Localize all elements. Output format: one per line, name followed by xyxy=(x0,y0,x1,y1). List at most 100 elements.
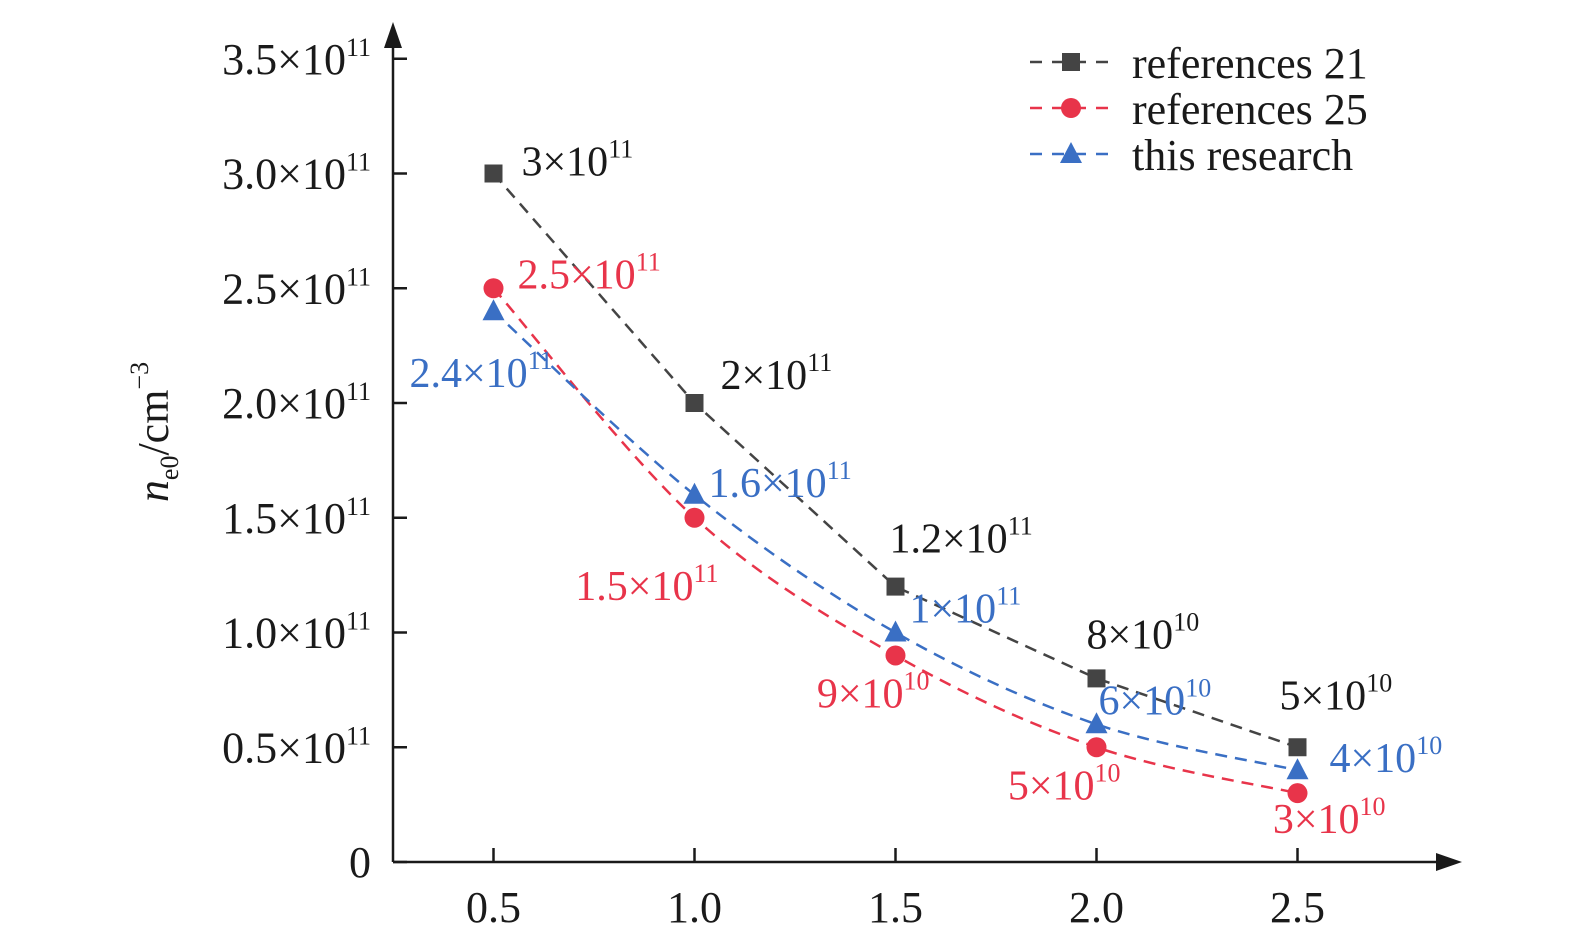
y-axis-subscript: e0 xyxy=(155,456,184,481)
y-tick-label-mantissa: 3.5×10 xyxy=(222,35,346,84)
data-point-series-2 xyxy=(684,507,705,528)
y-tick-label: 3.0×1011 xyxy=(222,148,371,199)
data-label-series-2-mantissa: 2.5×10 xyxy=(518,252,636,298)
y-tick-label-mantissa: 1.0×10 xyxy=(222,609,346,658)
series-line-1 xyxy=(492,172,1298,749)
y-tick-label-exponent: 11 xyxy=(346,262,371,291)
x-tick-label: 2.5 xyxy=(1270,883,1325,932)
x-tick-label: 1.0 xyxy=(667,883,722,932)
data-label-series-1-exponent: 10 xyxy=(1366,668,1392,697)
series-markers xyxy=(482,164,1309,804)
data-label-series-1: 3×1011 xyxy=(522,135,634,186)
data-point-series-3 xyxy=(884,620,907,642)
data-label-series-2-mantissa: 1.5×10 xyxy=(575,564,693,610)
data-point-series-3 xyxy=(1286,758,1309,780)
data-label-series-3-exponent: 11 xyxy=(996,582,1021,611)
data-label-series-1: 5×1010 xyxy=(1280,668,1393,719)
data-label-series-2: 2.5×1011 xyxy=(518,247,661,298)
data-label-series-3-mantissa: 1.6×10 xyxy=(709,461,827,507)
data-label-series-3-mantissa: 4×10 xyxy=(1330,736,1417,782)
y-tick-label: 2.5×1011 xyxy=(222,262,371,313)
data-label-series-3-exponent: 11 xyxy=(827,456,852,485)
y-axis-symbol: n xyxy=(129,480,178,502)
data-label-series-3: 4×1010 xyxy=(1330,731,1443,782)
y-axis-title: ne0/cm−3 xyxy=(125,362,184,502)
series-lines xyxy=(492,172,1298,795)
y-tick-label-mantissa: 0 xyxy=(349,838,371,887)
data-point-series-2 xyxy=(1086,737,1107,758)
data-label-series-3-mantissa: 6×10 xyxy=(1099,678,1186,724)
legend-label: references 25 xyxy=(1132,85,1368,134)
data-label-series-1-mantissa: 8×10 xyxy=(1087,612,1174,658)
y-tick-label: 1.5×1011 xyxy=(222,492,371,543)
data-label-series-3: 6×1010 xyxy=(1099,673,1212,724)
data-label-series-2: 9×1010 xyxy=(817,666,930,717)
y-tick-label-mantissa: 3.0×10 xyxy=(222,150,346,199)
data-label-series-1-mantissa: 1.2×10 xyxy=(890,517,1008,563)
legend-label: references 21 xyxy=(1132,39,1368,88)
data-label-series-3-exponent: 10 xyxy=(1185,673,1211,702)
x-tick-label: 1.5 xyxy=(868,883,923,932)
data-label-series-2-exponent: 10 xyxy=(904,666,930,695)
data-label-series-3: 2.4×1011 xyxy=(410,346,553,397)
data-point-series-3 xyxy=(683,482,706,504)
data-label-series-1: 1.2×1011 xyxy=(890,512,1033,563)
data-label-series-2-exponent: 10 xyxy=(1095,758,1121,787)
data-label-series-3: 1.6×1011 xyxy=(709,456,852,507)
data-point-series-3 xyxy=(482,299,505,321)
y-tick-label-mantissa: 1.5×10 xyxy=(222,494,346,543)
y-tick-label: 1.0×1011 xyxy=(222,607,371,658)
data-label-series-3: 1×1011 xyxy=(910,582,1022,633)
data-label-series-1-exponent: 10 xyxy=(1173,607,1199,636)
data-point-series-2 xyxy=(483,278,504,299)
y-tick-label-exponent: 11 xyxy=(346,33,371,62)
series-line-3 xyxy=(492,310,1298,772)
y-tick-label-mantissa: 2.5×10 xyxy=(222,264,346,313)
y-tick-label: 2.0×1011 xyxy=(222,377,371,428)
data-labels: 3×10112×10111.2×10118×10105×10102.5×1011… xyxy=(410,135,1443,844)
x-tick-label: 2.0 xyxy=(1069,883,1124,932)
data-label-series-1-exponent: 11 xyxy=(608,135,633,164)
data-label-series-3-mantissa: 1×10 xyxy=(910,587,997,633)
y-axis-unit: /cm xyxy=(129,390,178,456)
data-label-series-3-mantissa: 2.4×10 xyxy=(410,351,528,397)
legend-marker xyxy=(1061,98,1081,118)
data-label-series-2-exponent: 11 xyxy=(636,247,661,276)
x-axis-arrow xyxy=(1436,853,1462,871)
data-label-series-1-exponent: 11 xyxy=(1008,512,1033,541)
data-label-series-3-exponent: 11 xyxy=(528,346,553,375)
data-label-series-3-exponent: 10 xyxy=(1416,731,1442,760)
data-label-series-2-mantissa: 9×10 xyxy=(817,671,904,717)
y-tick-label: 3.5×1011 xyxy=(222,33,371,84)
data-label-series-2: 1.5×1011 xyxy=(575,559,718,610)
data-label-series-2: 3×1010 xyxy=(1273,792,1386,843)
data-label-series-1: 8×1010 xyxy=(1087,607,1200,658)
data-label-series-1-mantissa: 5×10 xyxy=(1280,673,1367,719)
y-tick-label-exponent: 11 xyxy=(346,607,371,636)
x-axis-ticks: 0.5 1.0 1.5 2.0 2.5 xyxy=(466,848,1325,932)
data-label-series-2: 5×1010 xyxy=(1008,758,1121,809)
data-label-series-1: 2×1011 xyxy=(721,348,833,399)
data-point-series-2 xyxy=(1287,783,1308,804)
data-label-series-2-mantissa: 5×10 xyxy=(1008,763,1095,809)
x-tick-label: 0.5 xyxy=(466,883,521,932)
data-point-series-1 xyxy=(886,577,905,596)
y-axis-arrow xyxy=(384,22,402,48)
data-point-series-1 xyxy=(1288,738,1307,757)
y-tick-label: 0.5×1011 xyxy=(222,721,371,772)
legend-marker xyxy=(1062,53,1080,71)
y-tick-label-exponent: 11 xyxy=(346,148,371,177)
data-label-series-2-exponent: 10 xyxy=(1360,792,1386,821)
y-tick-label-mantissa: 2.0×10 xyxy=(222,379,346,428)
data-label-series-2-exponent: 11 xyxy=(693,559,718,588)
data-point-series-1 xyxy=(484,164,503,183)
data-label-series-2-mantissa: 3×10 xyxy=(1273,797,1360,843)
data-point-series-3 xyxy=(1085,712,1108,734)
series-line-2 xyxy=(492,287,1298,795)
y-tick-label-exponent: 11 xyxy=(346,721,371,750)
y-axis-unit-exponent: −3 xyxy=(125,362,154,390)
data-label-series-1-mantissa: 2×10 xyxy=(721,353,808,399)
y-tick-label-exponent: 11 xyxy=(346,492,371,521)
